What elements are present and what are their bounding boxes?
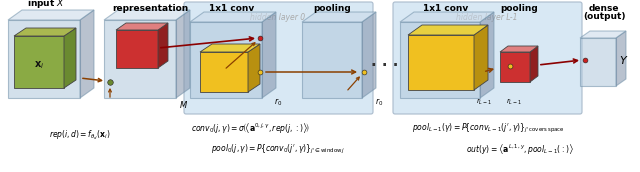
Text: $r_{L-1}$: $r_{L-1}$ xyxy=(476,97,492,107)
FancyBboxPatch shape xyxy=(393,2,582,114)
Polygon shape xyxy=(64,28,76,88)
Text: pooling: pooling xyxy=(500,4,538,13)
Text: hidden layer L-1: hidden layer L-1 xyxy=(456,13,518,22)
Polygon shape xyxy=(408,25,488,35)
Polygon shape xyxy=(104,20,176,98)
Text: $pool_0(j,\gamma)=P\!\left\{conv_0(j^{\prime},\gamma)\right\}_{j^{\prime}\in\mat: $pool_0(j,\gamma)=P\!\left\{conv_0(j^{\p… xyxy=(211,143,345,156)
Polygon shape xyxy=(104,10,190,20)
Polygon shape xyxy=(302,12,376,22)
Text: $r_0$: $r_0$ xyxy=(274,97,282,109)
Text: input $X$: input $X$ xyxy=(27,0,65,10)
Text: representation: representation xyxy=(112,4,188,13)
Polygon shape xyxy=(530,46,538,82)
Text: pooling: pooling xyxy=(313,4,351,13)
Text: $r_0$: $r_0$ xyxy=(375,97,383,109)
Text: $r_{L-1}$: $r_{L-1}$ xyxy=(506,97,522,107)
Text: hidden layer 0: hidden layer 0 xyxy=(250,13,305,22)
Text: 1x1 conv: 1x1 conv xyxy=(424,4,468,13)
Polygon shape xyxy=(8,10,94,20)
Polygon shape xyxy=(500,46,538,52)
Polygon shape xyxy=(200,44,260,52)
Polygon shape xyxy=(302,22,362,98)
Text: . . .: . . . xyxy=(371,55,399,69)
FancyBboxPatch shape xyxy=(184,2,373,114)
Polygon shape xyxy=(116,30,158,68)
Text: $rep(i,d)=f_{\theta_d}(\mathbf{x}_i)$: $rep(i,d)=f_{\theta_d}(\mathbf{x}_i)$ xyxy=(49,128,111,142)
Polygon shape xyxy=(580,31,626,38)
Polygon shape xyxy=(200,52,248,92)
Polygon shape xyxy=(8,20,80,98)
Polygon shape xyxy=(400,22,480,98)
Polygon shape xyxy=(580,38,616,86)
Polygon shape xyxy=(616,31,626,86)
Polygon shape xyxy=(400,12,494,22)
Text: (output): (output) xyxy=(583,12,625,21)
Polygon shape xyxy=(248,44,260,92)
Polygon shape xyxy=(14,36,64,88)
Polygon shape xyxy=(190,22,262,98)
Polygon shape xyxy=(80,10,94,98)
Text: $conv_0(j,\gamma)=\sigma\!\left(\!\left\langle\mathbf{a}^{0,j,\gamma},rep(j,:)\r: $conv_0(j,\gamma)=\sigma\!\left(\!\left\… xyxy=(191,122,310,136)
Polygon shape xyxy=(14,28,76,36)
Text: $Y$: $Y$ xyxy=(619,54,628,66)
Polygon shape xyxy=(362,12,376,98)
Text: $out(y)=\left\langle\mathbf{a}^{L,1,y},pool_{L-1}(:)\right\rangle$: $out(y)=\left\langle\mathbf{a}^{L,1,y},p… xyxy=(466,143,574,157)
Polygon shape xyxy=(158,23,168,68)
Polygon shape xyxy=(262,12,276,98)
Text: 1x1 conv: 1x1 conv xyxy=(209,4,255,13)
Polygon shape xyxy=(176,10,190,98)
Polygon shape xyxy=(190,12,276,22)
Text: $pool_{L-1}(\gamma)=P\!\left\{conv_{L-1}(j^{\prime},\gamma)\right\}_{j^{\prime}\: $pool_{L-1}(\gamma)=P\!\left\{conv_{L-1}… xyxy=(412,122,564,135)
Text: dense: dense xyxy=(589,4,620,13)
Polygon shape xyxy=(474,25,488,90)
Polygon shape xyxy=(480,12,494,98)
Text: $M$: $M$ xyxy=(179,99,188,110)
Text: $\mathbf{x}_i$: $\mathbf{x}_i$ xyxy=(34,59,44,71)
Polygon shape xyxy=(116,23,168,30)
Polygon shape xyxy=(500,52,530,82)
Polygon shape xyxy=(408,35,474,90)
